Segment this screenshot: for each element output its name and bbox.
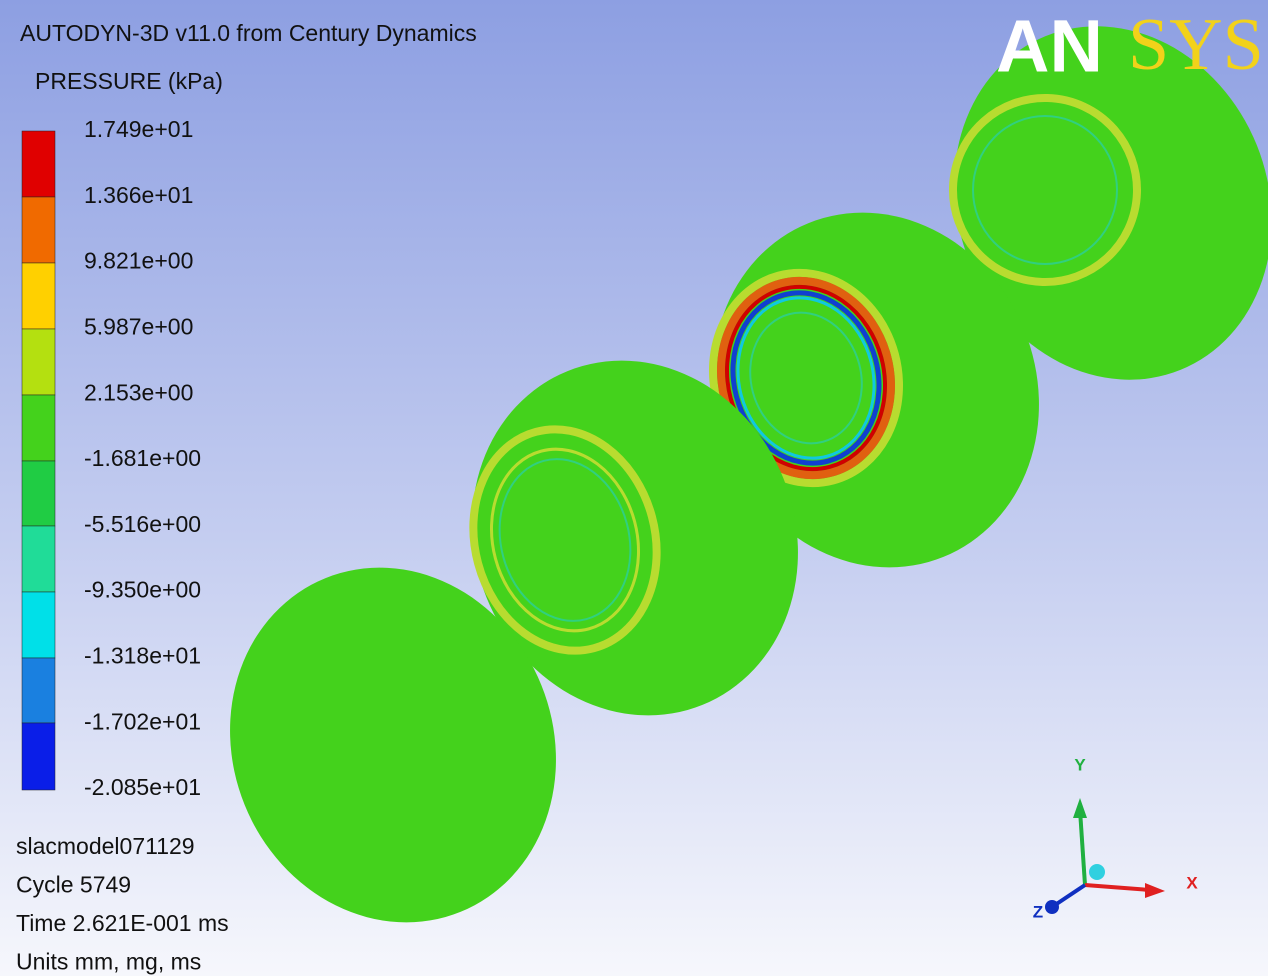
color-band	[22, 131, 55, 197]
x-axis-label: X	[1186, 873, 1198, 892]
arrow-head	[1045, 900, 1059, 914]
legend-label: 9.821e+00	[84, 248, 193, 274]
color-band	[22, 723, 55, 790]
logo: SYS	[1128, 4, 1264, 86]
color-band	[22, 592, 55, 658]
y-axis-label: Y	[1074, 755, 1086, 774]
legend-label: 5.987e+00	[84, 313, 193, 339]
legend-label: 2.153e+00	[84, 379, 193, 405]
color-band	[22, 526, 55, 592]
legend-label: -1.702e+01	[84, 708, 201, 734]
legend-label: -1.318e+01	[84, 642, 201, 668]
legend-label: -1.681e+00	[84, 445, 201, 471]
logo: AN	[996, 5, 1103, 88]
info-line: slacmodel071129	[16, 833, 195, 859]
legend-label: -2.085e+01	[84, 774, 201, 800]
legend-label: -5.516e+00	[84, 511, 201, 537]
legend-label: 1.366e+01	[84, 182, 193, 208]
viewport: AUTODYN-3D v11.0 from Century Dynamics P…	[0, 0, 1268, 976]
legend-label: 1.749e+01	[84, 116, 193, 142]
app-title: AUTODYN-3D v11.0 from Century Dynamics	[20, 20, 477, 46]
info-line: Units mm, mg, ms	[16, 949, 201, 975]
info-line: Cycle 5749	[16, 872, 131, 898]
color-band	[22, 395, 55, 461]
color-band	[22, 658, 55, 723]
color-band	[22, 197, 55, 263]
origin	[1089, 864, 1105, 880]
info-line: Time 2.621E-001 ms	[16, 910, 229, 936]
legend-title: PRESSURE (kPa)	[35, 68, 223, 94]
color-band	[22, 263, 55, 329]
legend-label: -9.350e+00	[84, 577, 201, 603]
color-band	[22, 329, 55, 395]
color-band	[22, 461, 55, 526]
color-bar	[22, 131, 55, 790]
z-axis-label: Z	[1033, 902, 1043, 921]
